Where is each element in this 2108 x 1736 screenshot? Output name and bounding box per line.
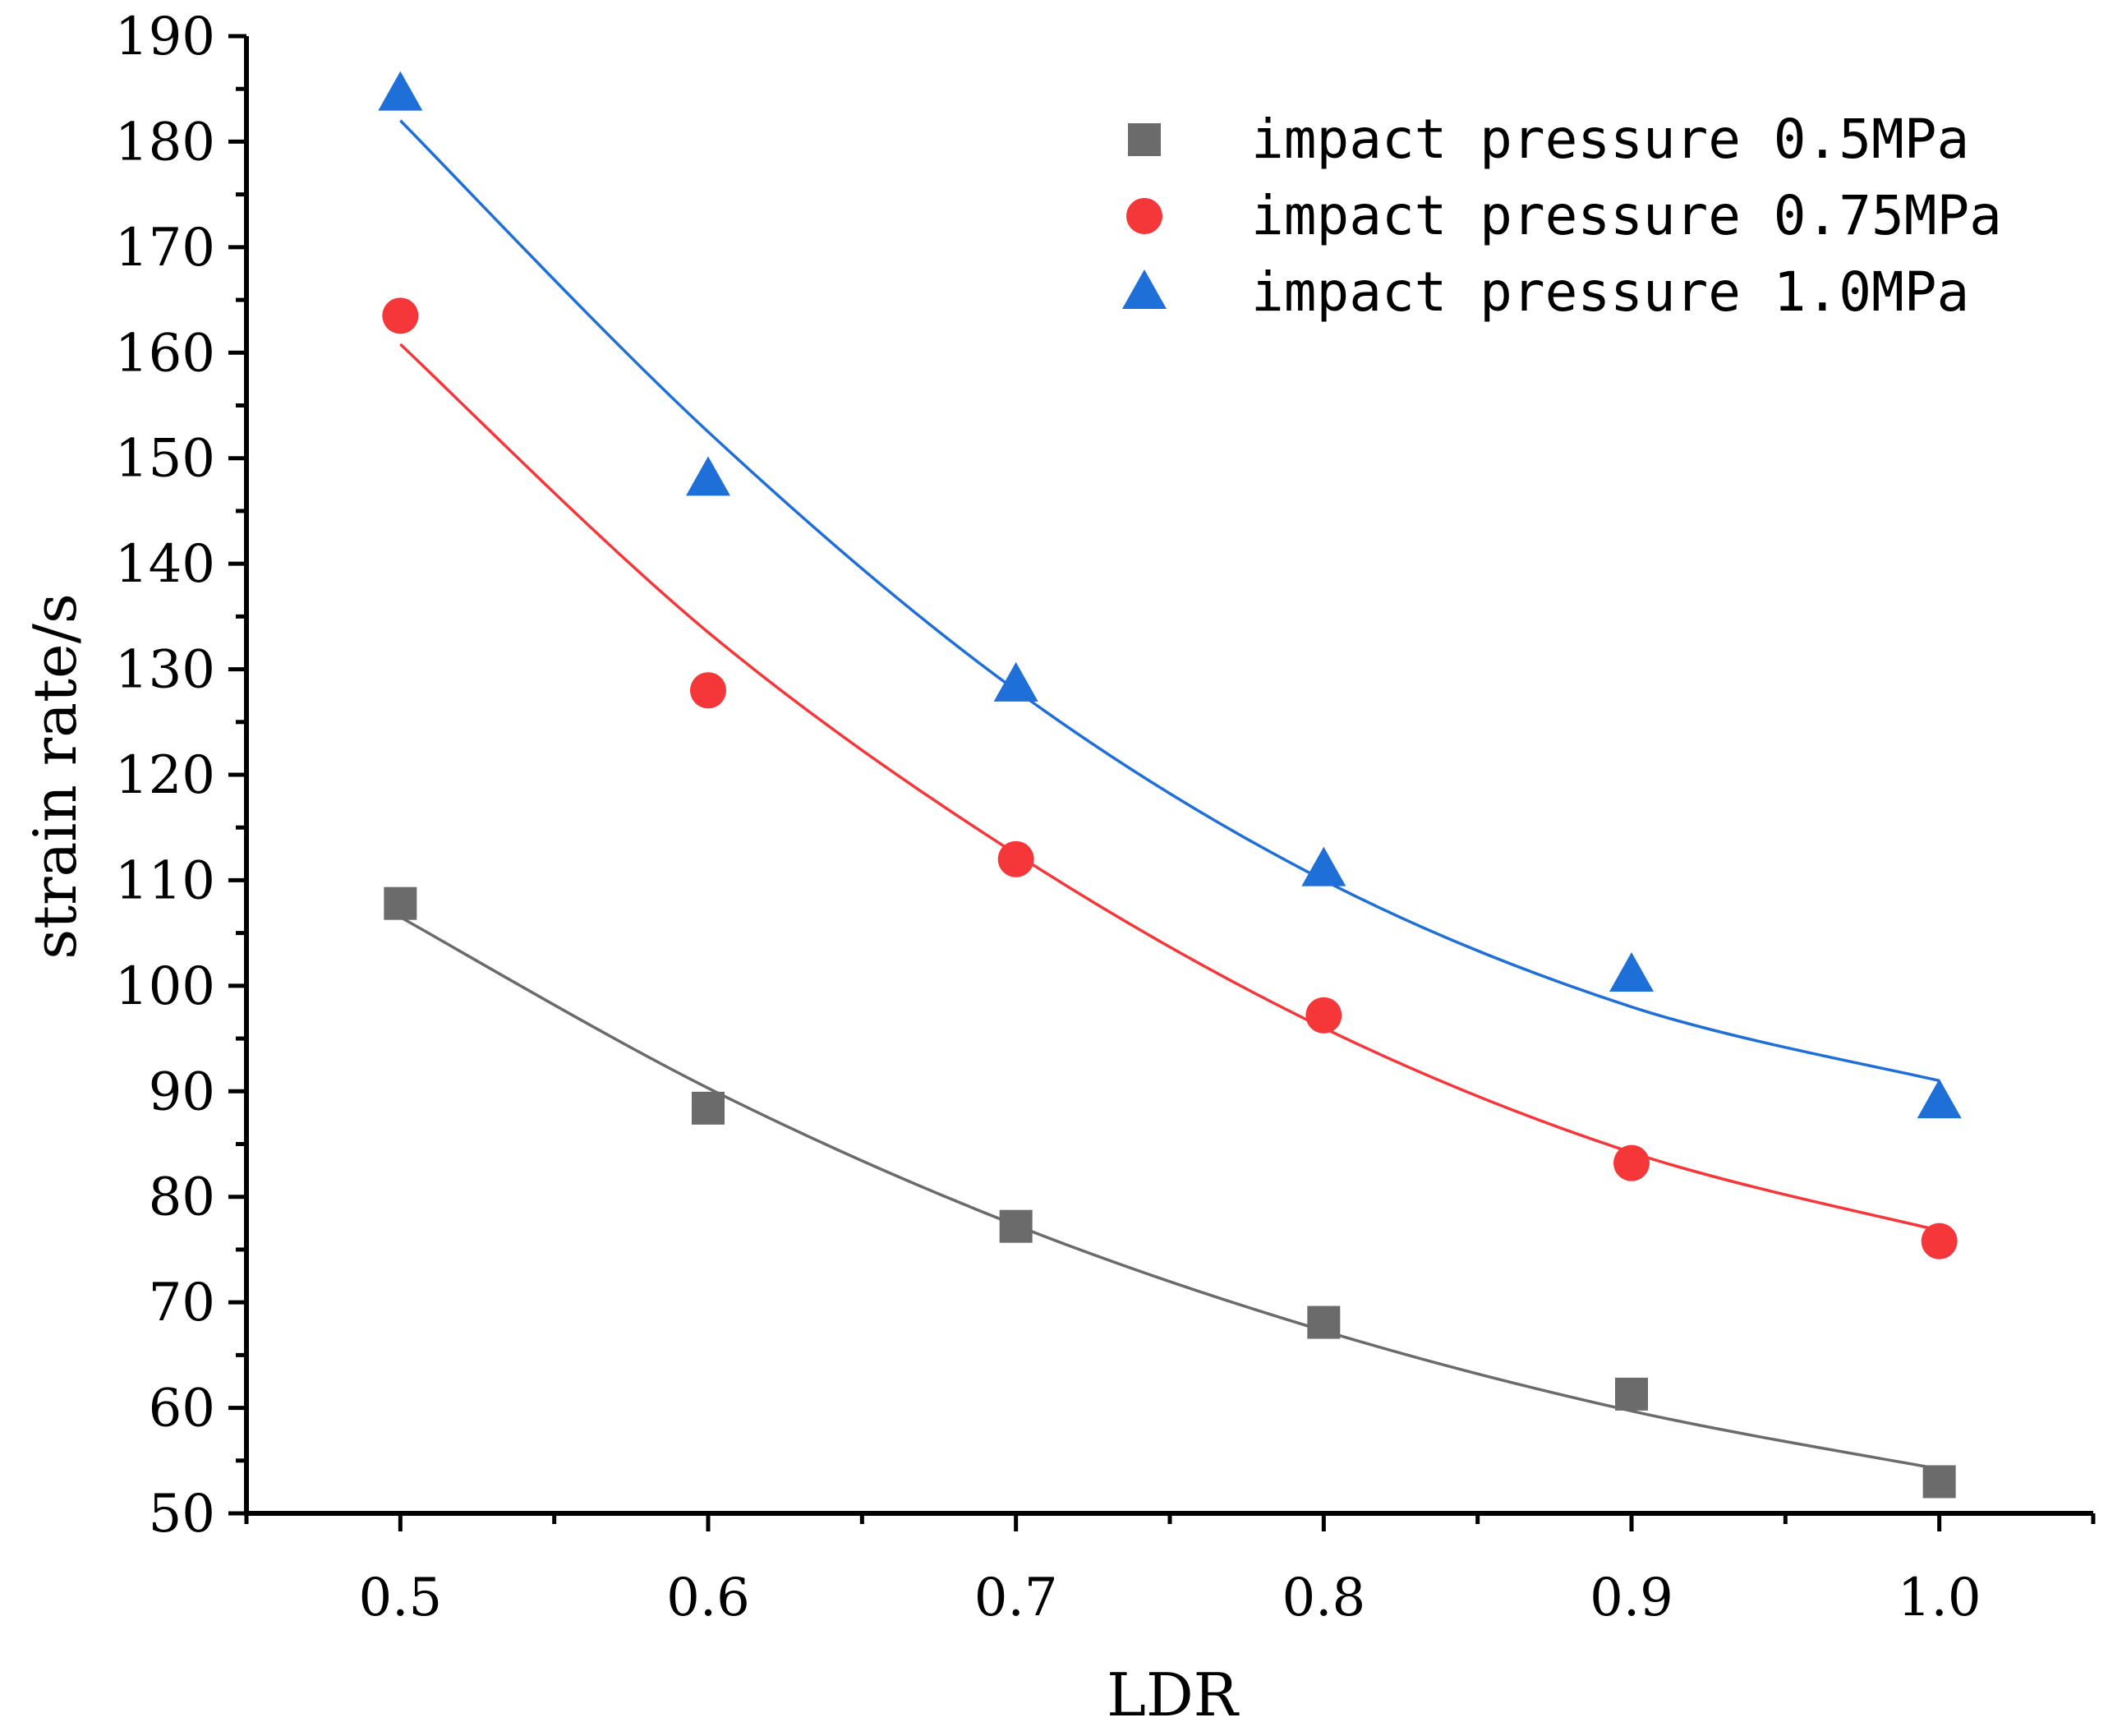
data-point-square <box>1615 1377 1648 1411</box>
x-tick-label: 1.0 <box>1898 1568 1981 1628</box>
y-tick-label: 110 <box>115 850 215 911</box>
x-axis-title: LDR <box>1107 1660 1240 1729</box>
data-point-triangle <box>993 661 1038 702</box>
legend-marker-square <box>1128 123 1161 156</box>
data-point-square <box>1922 1465 1956 1499</box>
data-point-square <box>384 886 417 920</box>
data-point-triangle <box>1301 846 1346 886</box>
data-point-circle <box>1921 1223 1958 1259</box>
y-tick-label: 170 <box>115 218 215 279</box>
data-point-triangle <box>378 71 423 111</box>
y-tick-label: 120 <box>115 745 215 806</box>
y-tick-label: 90 <box>149 1061 215 1122</box>
data-point-triangle <box>1917 1079 1962 1119</box>
fit-curve-square <box>399 915 1940 1471</box>
y-tick-label: 100 <box>115 956 215 1017</box>
x-tick-label: 0.6 <box>666 1568 750 1628</box>
legend-label: impact pressure 0.75MPa <box>1251 184 2002 247</box>
data-point-triangle <box>1609 952 1654 992</box>
data-point-circle <box>382 297 419 334</box>
y-tick-label: 50 <box>149 1484 215 1545</box>
data-point-circle <box>690 672 726 709</box>
y-tick-label: 180 <box>115 112 215 173</box>
y-axis-title: strain rate/s <box>21 593 90 960</box>
y-tick-label: 160 <box>115 323 215 384</box>
data-point-circle <box>997 840 1034 877</box>
data-point-circle <box>1305 997 1342 1034</box>
x-tick-label: 0.5 <box>358 1568 442 1628</box>
data-point-triangle <box>686 456 730 496</box>
fit-curves-layer <box>399 119 1940 1471</box>
legend-marker-circle <box>1126 198 1162 234</box>
data-point-square <box>692 1091 725 1125</box>
y-tick-label: 70 <box>149 1273 215 1333</box>
legend: impact pressure 0.5MPa impact pressure 0.… <box>1122 108 2002 324</box>
x-tick-label: 0.7 <box>974 1568 1058 1628</box>
data-point-square <box>1307 1305 1341 1339</box>
y-tick-label: 130 <box>115 640 215 701</box>
legend-label: impact pressure 1.0MPa <box>1251 260 1969 324</box>
legend-label: impact pressure 0.5MPa <box>1251 108 1969 171</box>
data-point-square <box>999 1209 1033 1243</box>
x-tick-label: 0.9 <box>1590 1568 1673 1628</box>
data-point-circle <box>1613 1144 1650 1181</box>
y-tick-label: 140 <box>115 534 215 595</box>
x-tick-label: 0.8 <box>1282 1568 1365 1628</box>
fit-curve-circle <box>399 343 1940 1232</box>
y-tick-label: 60 <box>149 1379 215 1439</box>
legend-marker-triangle <box>1122 269 1167 309</box>
y-tick-label: 80 <box>149 1167 215 1228</box>
y-tick-label: 150 <box>115 429 215 490</box>
y-tick-label: 190 <box>115 7 215 67</box>
fit-curve-triangle <box>399 119 1940 1083</box>
axes-layer: 50 60 70 80 90 100 110 120 130 140 150 160 170 180 190… <box>115 7 2096 1628</box>
data-markers-layer <box>378 71 1962 1499</box>
